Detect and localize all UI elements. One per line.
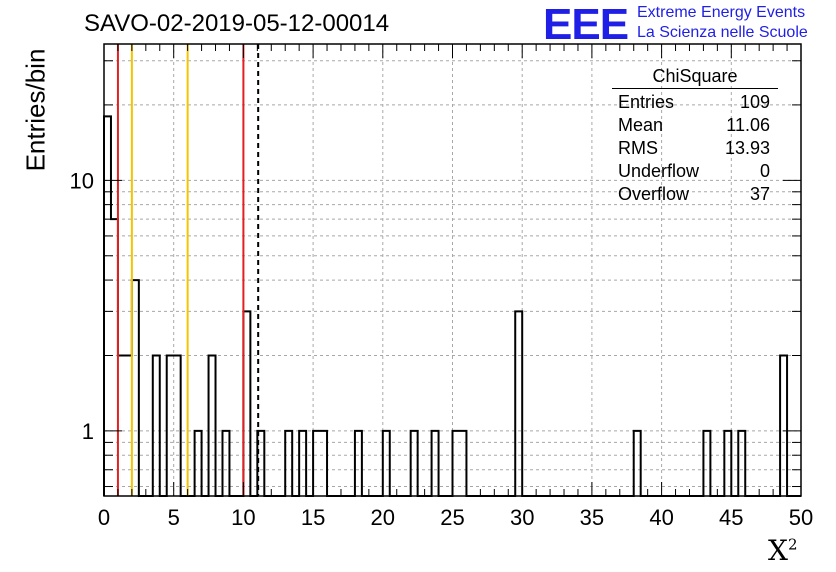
- histogram-bin: [243, 311, 250, 496]
- x-tick-label: 35: [580, 505, 604, 530]
- histogram-bin: [383, 431, 390, 496]
- stats-label: Entries: [618, 92, 675, 112]
- y-axis-label: Entries/bin: [20, 48, 51, 172]
- histogram-bin: [453, 431, 460, 496]
- histogram-bin: [432, 431, 439, 496]
- x-tick-label: 30: [510, 505, 534, 530]
- stats-value: 13.93: [724, 138, 770, 158]
- stats-box: ChiSquare Entries 109 Mean 11.06 RMS 13.93 …: [612, 66, 778, 206]
- histogram-bin: [724, 431, 731, 496]
- histogram-bin: [459, 431, 466, 496]
- histogram-bin: [634, 431, 641, 496]
- histogram-bin: [111, 219, 118, 496]
- stats-row-overflow: Overflow 37: [612, 183, 778, 206]
- stats-value: 109: [739, 92, 770, 112]
- histogram-bin: [104, 116, 111, 496]
- y-tick-label: 1: [82, 419, 94, 444]
- x-tick-label: 50: [789, 505, 813, 530]
- eee-logo: EEE: [543, 0, 629, 49]
- histogram-bin: [355, 431, 362, 496]
- x-axis-label-sup: 2: [787, 535, 798, 554]
- histogram-bin: [738, 431, 745, 496]
- histogram-bin: [174, 355, 181, 496]
- stats-value: 11.06: [726, 115, 770, 135]
- stats-row-rms: RMS 13.93: [612, 137, 778, 160]
- histogram-bin: [515, 311, 522, 496]
- x-tick-label: 0: [98, 505, 110, 530]
- x-tick-label: 5: [168, 505, 180, 530]
- histogram-bin: [118, 355, 125, 496]
- stats-label: Overflow: [618, 184, 690, 204]
- stats-row-entries: Entries 109: [612, 91, 778, 114]
- x-tick-label: 15: [301, 505, 325, 530]
- stats-label: Underflow: [618, 161, 700, 181]
- histogram-bin: [320, 431, 327, 496]
- histogram-bin: [411, 431, 418, 496]
- stats-row-mean: Mean 11.06: [612, 114, 778, 137]
- y-tick-label: 10: [70, 168, 94, 193]
- logo-line-1: Extreme Energy Events: [637, 4, 806, 21]
- histogram-bin: [703, 431, 710, 496]
- chart-title: SAVO-02-2019-05-12-00014: [84, 10, 390, 37]
- x-tick-label: 45: [719, 505, 743, 530]
- x-tick-label: 10: [231, 505, 255, 530]
- histogram-bin: [153, 355, 160, 496]
- x-tick-label: 20: [371, 505, 395, 530]
- x-tick-label: 25: [440, 505, 464, 530]
- histogram-bin: [195, 431, 202, 496]
- stats-label: Mean: [618, 115, 664, 135]
- stats-row-underflow: Underflow 0: [612, 160, 778, 183]
- histogram-bin: [209, 355, 216, 496]
- histogram-bin: [125, 355, 132, 496]
- x-tick-label: 40: [649, 505, 673, 530]
- histogram-bin: [780, 355, 787, 496]
- histogram-bin: [132, 280, 139, 496]
- histogram-bin: [167, 355, 174, 496]
- histogram-bin: [299, 431, 306, 496]
- x-axis-label-main: X: [768, 534, 788, 567]
- histogram-bin: [313, 431, 320, 496]
- x-axis-label: X2: [768, 534, 797, 567]
- stats-label: RMS: [618, 138, 658, 158]
- logo-line-2: La Scienza nelle Scuole: [637, 24, 808, 41]
- stats-title: ChiSquare: [612, 66, 778, 89]
- stats-value: 37: [749, 184, 770, 204]
- histogram-bin: [285, 431, 292, 496]
- histogram-bin: [222, 431, 229, 496]
- stats-value: 0: [759, 161, 770, 181]
